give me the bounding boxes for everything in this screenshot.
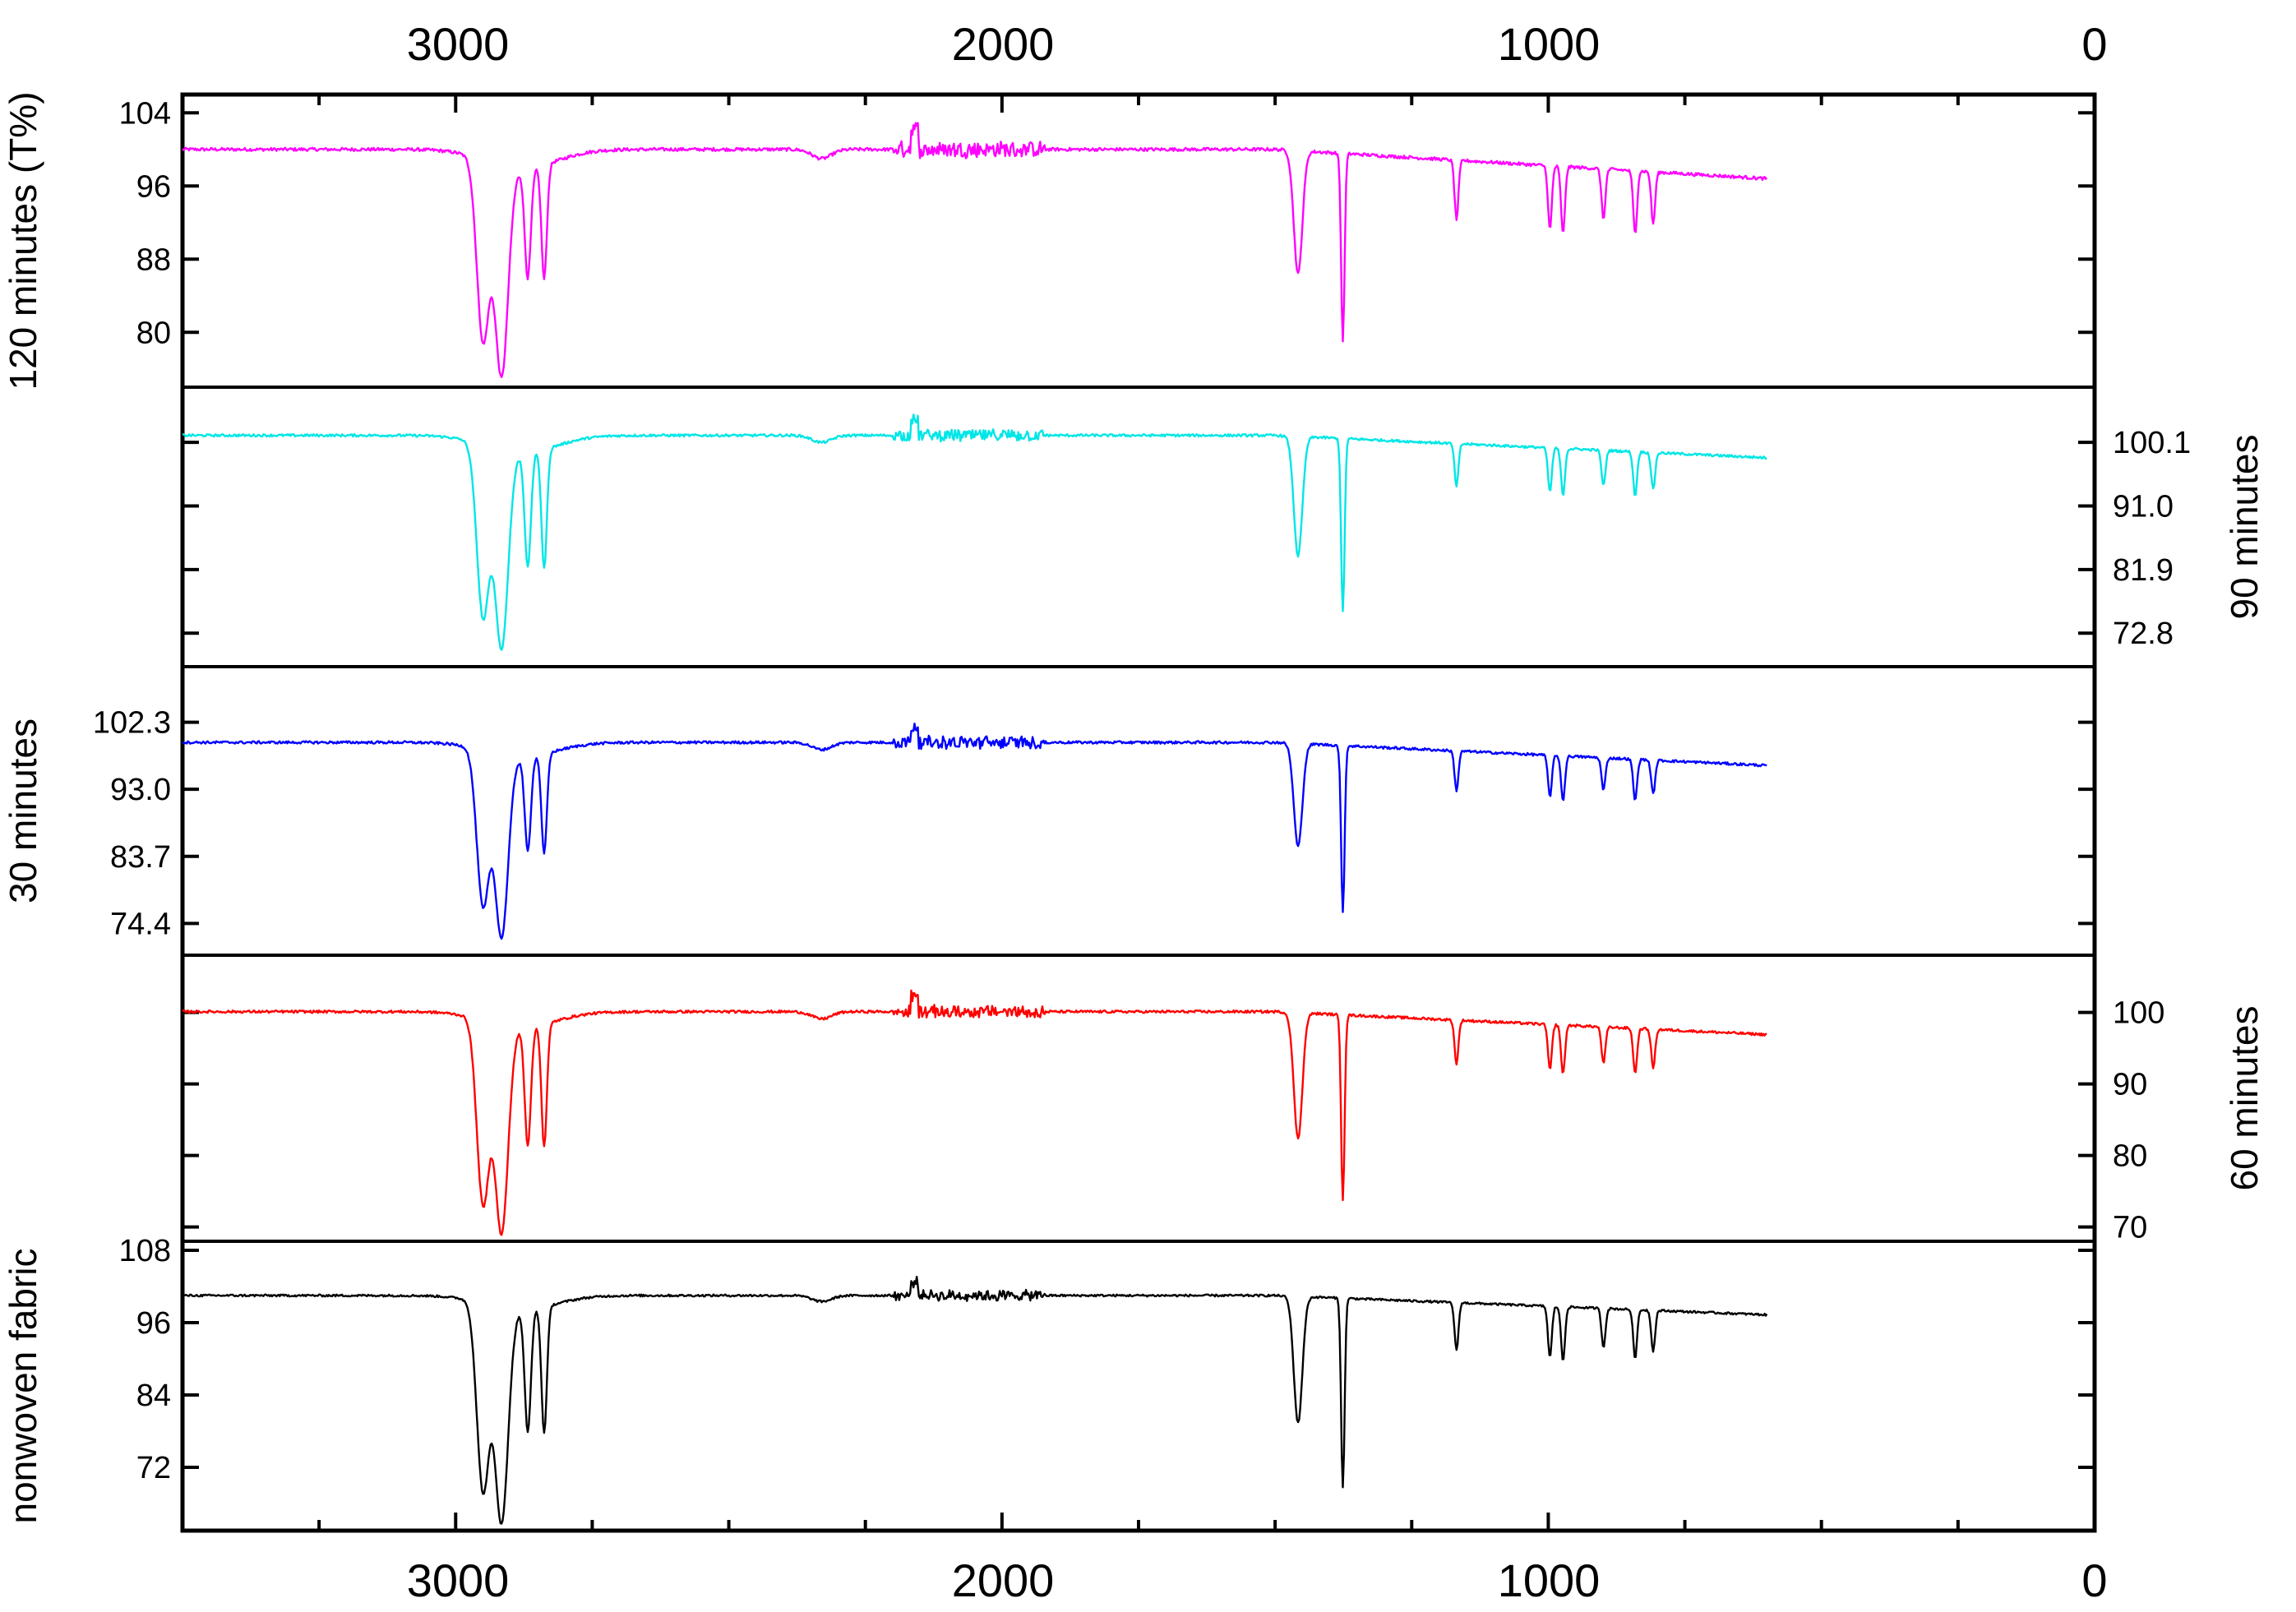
top-x-tick-label: 2000	[952, 18, 1055, 70]
y-tick-label: 100.1	[2113, 426, 2191, 460]
y-tick-label: 84	[136, 1379, 171, 1413]
y-tick-label: 74.4	[110, 907, 171, 941]
y-tick-label: 90	[2113, 1068, 2147, 1102]
series-line	[182, 989, 1767, 1236]
panels: 104 96 88 80 120 minutes (T%) 100.1 91.0 81.9 72…	[2, 91, 2266, 1533]
y-axis-label: 60 minutes	[2223, 1005, 2266, 1190]
top-x-tick-label: 0	[2081, 18, 2107, 70]
y-tick-label: 91.0	[2113, 490, 2174, 524]
y-axis-label: 90 minutes	[2223, 434, 2266, 619]
top-x-axis: 3000 2000 1000 0	[407, 18, 2108, 70]
bottom-x-tick-label: 1000	[1498, 1554, 1601, 1606]
bottom-x-axis: 3000 2000 1000 0	[407, 1554, 2108, 1606]
y-tick-label: 72	[136, 1451, 171, 1485]
y-axis-label: nonwoven fabric	[2, 1249, 44, 1524]
y-tick-label: 102.3	[93, 706, 171, 741]
y-tick-label: 80	[136, 316, 171, 350]
y-tick-label: 104	[119, 96, 171, 131]
y-tick-label: 81.9	[2113, 553, 2174, 588]
y-tick-label: 96	[136, 1306, 171, 1341]
series-line	[182, 1276, 1768, 1525]
y-tick-label: 80	[2113, 1139, 2147, 1174]
y-axis-label: 120 minutes (T%)	[2, 91, 44, 390]
panel-nonwoven-fabric: 108 96 84 72 nonwoven fabric	[2, 1234, 2095, 1525]
top-x-tick-label: 3000	[407, 18, 510, 70]
panel-60-minutes: 100 90 80 70 60 minutes	[182, 989, 2266, 1245]
bottom-x-tick-label: 2000	[952, 1554, 1055, 1606]
bottom-x-tick-label: 0	[2081, 1554, 2107, 1606]
panel-30-minutes: 102.3 93.0 83.7 74.4 30 minutes	[2, 706, 2095, 941]
y-tick-label: 83.7	[110, 840, 171, 875]
series-line	[182, 723, 1767, 940]
y-tick-label: 88	[136, 242, 171, 277]
panel-90-minutes: 100.1 91.0 81.9 72.8 90 minutes	[182, 413, 2266, 651]
y-axis-label: 30 minutes	[2, 718, 44, 903]
y-tick-label: 100	[2113, 996, 2164, 1031]
y-tick-label: 93.0	[110, 773, 171, 807]
series-line	[182, 413, 1767, 651]
y-tick-label: 108	[119, 1234, 171, 1268]
y-tick-label: 96	[136, 169, 171, 204]
panel-120-minutes: 104 96 88 80 120 minutes (T%)	[2, 91, 2095, 390]
bottom-x-tick-label: 3000	[407, 1554, 510, 1606]
y-tick-label: 72.8	[2113, 617, 2174, 651]
series-line	[182, 122, 1768, 378]
top-x-tick-label: 1000	[1498, 18, 1601, 70]
y-tick-label: 70	[2113, 1211, 2147, 1245]
